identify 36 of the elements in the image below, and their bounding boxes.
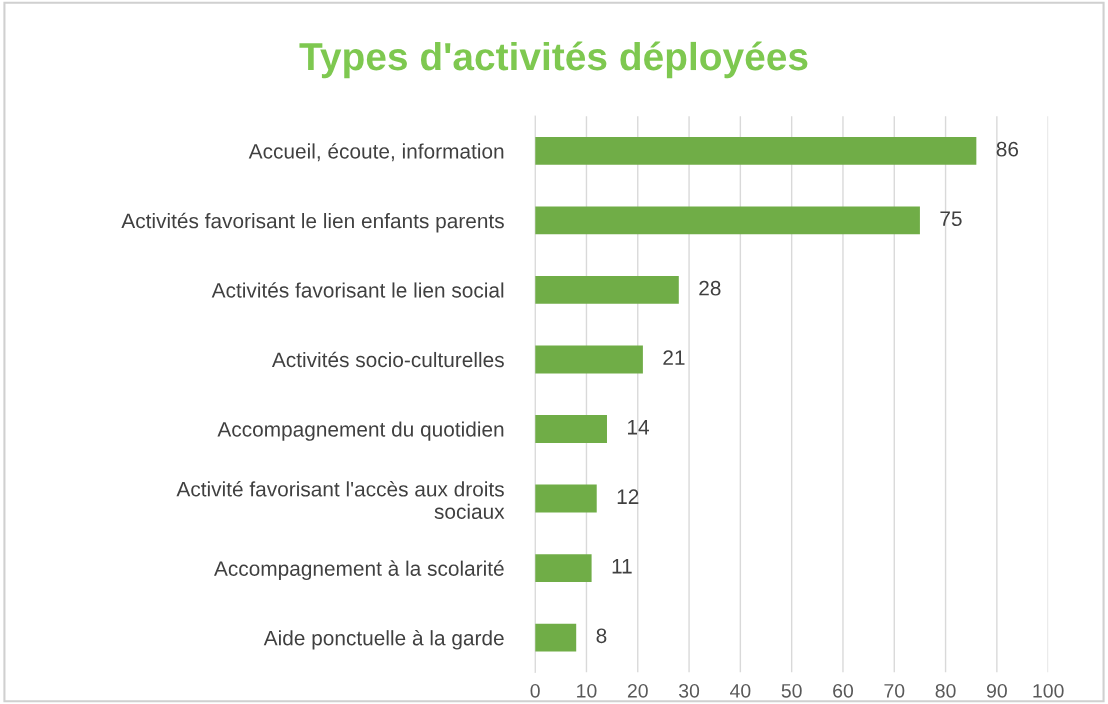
data-label: 75: [940, 211, 962, 227]
y-tick-label: Activités socio-culturelles: [271, 351, 504, 368]
x-tick-label: 10: [577, 683, 597, 698]
data-label: 21: [663, 350, 685, 365]
bar: [535, 137, 977, 165]
y-tick-label: Accompagnement du quotidien: [217, 421, 504, 441]
y-tick-label: Accompagnement à la scolarité: [214, 560, 504, 581]
x-tick-label: 60: [833, 683, 854, 698]
y-tick-label: Aide ponctuelle à la garde: [263, 629, 504, 650]
x-tick-label: 40: [730, 683, 751, 698]
chart-title: Types d'activités déployées: [299, 41, 808, 79]
x-tick-label: 20: [627, 683, 648, 698]
data-label: 14: [628, 420, 649, 435]
x-tick-label: 80: [935, 683, 956, 698]
bar: [535, 484, 597, 513]
x-tick-label: 30: [678, 683, 700, 698]
y-tick-label: Activité favorisant l'accès aux droits sociaux: [176, 481, 505, 519]
bar: [535, 276, 679, 304]
data-label: 11: [612, 559, 632, 574]
bar: [535, 554, 592, 582]
y-tick-label: Activités favorisant le lien enfants parents: [121, 212, 504, 233]
data-label: 86: [996, 141, 1019, 157]
y-tick-label: Activités favorisant le lien social: [211, 282, 504, 298]
data-label: 28: [699, 280, 721, 296]
bar: [535, 415, 607, 443]
bar: [535, 623, 577, 652]
x-tick-label: 0: [530, 683, 540, 698]
x-tick-label: 70: [884, 683, 905, 698]
data-label: 8: [596, 628, 607, 644]
y-tick-label: Accueil, écoute, information: [248, 143, 504, 162]
x-tick-label: 90: [986, 683, 1007, 698]
x-tick-label: 50: [781, 683, 802, 698]
bar: [535, 345, 643, 374]
x-tick-label: 100: [1033, 683, 1064, 698]
bar: [535, 206, 920, 235]
data-label: 12: [617, 489, 639, 504]
